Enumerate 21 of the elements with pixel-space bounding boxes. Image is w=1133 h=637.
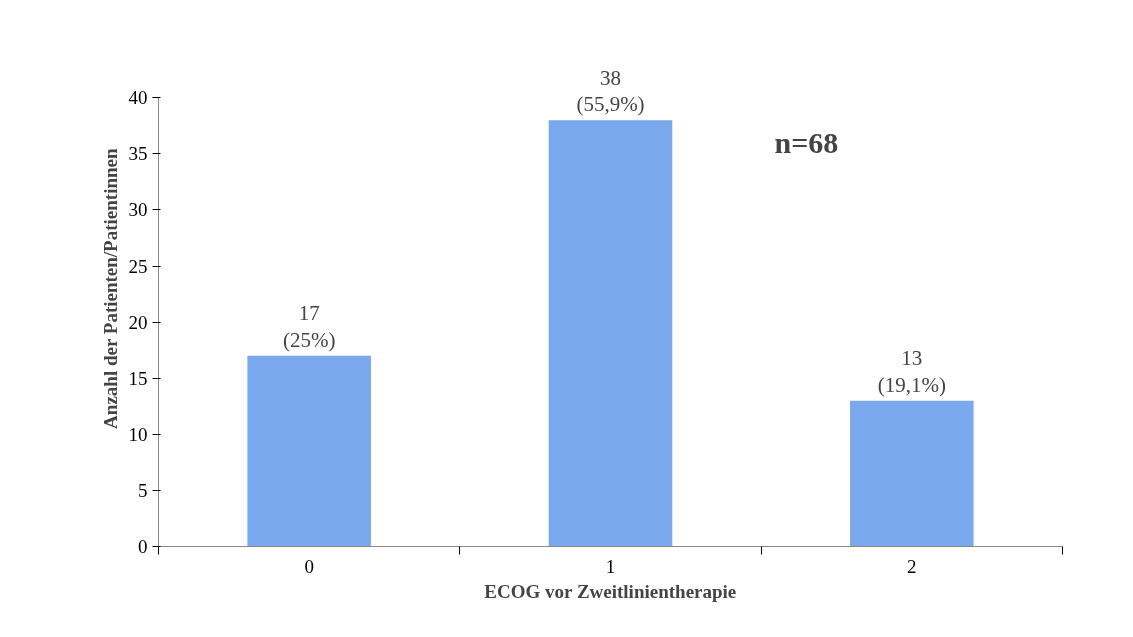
x-tick-label: 2 [907, 555, 917, 577]
data-label: 13 (19,1%) [877, 346, 946, 397]
x-tick-label: 1 [605, 555, 616, 577]
x-axis-title: ECOG vor Zweitlinientherapie [484, 580, 737, 602]
y-axis-title: Anzahl der Patienten/Patientinnen [99, 148, 121, 429]
y-tick-label: 40 [128, 87, 148, 109]
y-tick-label: 15 [128, 367, 148, 389]
y-tick-label: 25 [128, 255, 148, 277]
y-tick-label: 10 [128, 423, 148, 445]
y-tick-label: 0 [138, 536, 148, 557]
y-tick-label: 35 [128, 143, 148, 165]
annotation: n=68 [774, 126, 839, 160]
y-tick-label: 5 [138, 479, 148, 501]
bar [850, 400, 974, 547]
x-tick-label: 0 [304, 555, 314, 577]
data-label: 38 (55,9%) [576, 65, 645, 117]
y-tick-label: 20 [128, 311, 148, 333]
data-label: 17 (25%) [282, 301, 336, 352]
bar [247, 355, 371, 547]
bar [548, 120, 673, 547]
y-tick-label: 30 [128, 199, 148, 221]
